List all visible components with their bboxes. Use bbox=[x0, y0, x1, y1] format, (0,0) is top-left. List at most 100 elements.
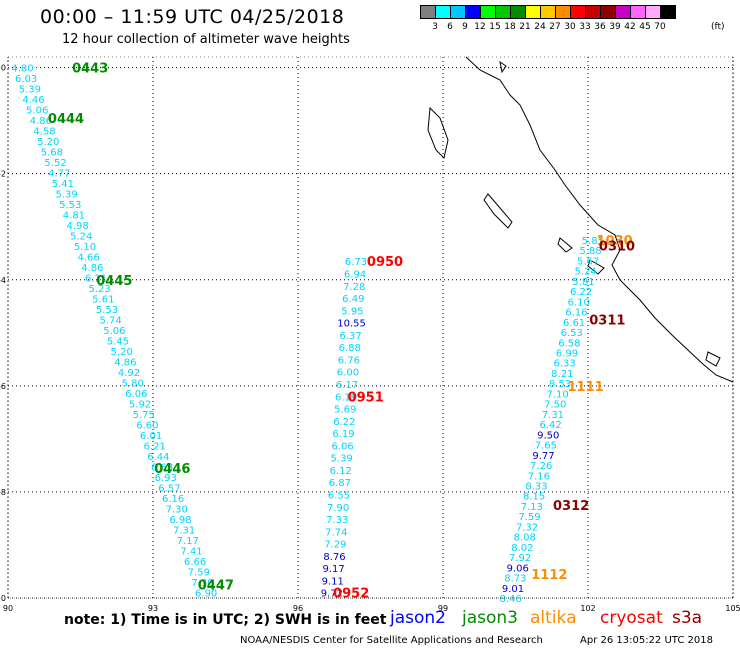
pass-time-label: 0951 bbox=[348, 390, 384, 405]
wave-height-value: 6.55 bbox=[328, 490, 350, 501]
wave-height-value: 7.41 bbox=[180, 547, 202, 558]
wave-height-value: 8.33 bbox=[525, 481, 547, 492]
wave-height-value: 5.74 bbox=[100, 316, 122, 327]
wave-height-value: 5.53 bbox=[59, 200, 81, 211]
wave-height-value: 4.86 bbox=[81, 263, 103, 274]
wave-height-value: 5.06 bbox=[26, 106, 48, 117]
wave-height-value: 6.44 bbox=[147, 452, 169, 463]
wave-height-value: 7.28 bbox=[343, 282, 365, 293]
mission-label-jason3: jason3 bbox=[462, 608, 518, 628]
wave-height-value: 5.75 bbox=[133, 410, 155, 421]
map-frame bbox=[7, 56, 734, 599]
scale-label: 9 bbox=[462, 22, 468, 32]
pass-time-label: 0312 bbox=[553, 499, 589, 514]
coastline bbox=[465, 56, 734, 383]
wave-height-value: 5.80 bbox=[122, 379, 144, 390]
lon-tick-label: 93 bbox=[148, 604, 158, 613]
scale-label: 27 bbox=[549, 22, 561, 32]
wave-height-value: 7.59 bbox=[518, 512, 540, 523]
wave-height-value: 5.53 bbox=[96, 305, 118, 316]
wave-height-value: 8.08 bbox=[514, 533, 536, 544]
wave-height-value: 7.30 bbox=[191, 578, 213, 589]
wave-height-value: 6.76 bbox=[338, 355, 360, 366]
mission-label-altika: altika bbox=[530, 608, 577, 628]
wave-height-value: 6.37 bbox=[339, 331, 361, 342]
wave-height-value: 5.39 bbox=[55, 190, 77, 201]
wave-height-value: 5.69 bbox=[334, 405, 356, 416]
wave-height-value: 5.45 bbox=[107, 337, 129, 348]
wave-height-value: 6.61 bbox=[563, 318, 585, 329]
wave-height-value: 6.33 bbox=[554, 359, 576, 370]
scale-label: 24 bbox=[534, 22, 546, 32]
wave-height-value: 8.73 bbox=[504, 574, 526, 585]
pass-time-label: 0445 bbox=[96, 274, 132, 289]
wave-height-value: 5.88 bbox=[579, 246, 601, 257]
wave-height-value: 6.22 bbox=[570, 287, 592, 298]
wave-height-value: 9.72 bbox=[321, 589, 343, 600]
wave-height-value: 4.86 bbox=[30, 116, 52, 127]
island-outline bbox=[557, 237, 573, 253]
wave-height-value: 6.66 bbox=[184, 557, 206, 568]
lat-tick-label: -6 bbox=[0, 382, 6, 391]
wave-height-value: 5.20 bbox=[37, 137, 59, 148]
wave-height-value: 6.10 bbox=[568, 297, 590, 308]
wave-height-value: 8.76 bbox=[323, 552, 345, 563]
pass-time-label: 0447 bbox=[198, 579, 234, 594]
wave-height-value: 7.33 bbox=[326, 515, 348, 526]
wave-height-value: 7.30 bbox=[166, 505, 188, 516]
wave-height-value: 5.06 bbox=[103, 326, 125, 337]
wave-height-value: 4.66 bbox=[77, 253, 99, 264]
wave-height-value: 6.73 bbox=[345, 257, 367, 268]
wave-height-value: 6.01 bbox=[140, 431, 162, 442]
wave-height-value: 5.68 bbox=[41, 148, 63, 159]
wave-height-value: 6.06 bbox=[331, 441, 353, 452]
wave-height-value: 6.12 bbox=[330, 466, 352, 477]
wave-height-value: 5.92 bbox=[129, 400, 151, 411]
wave-height-value: 8.21 bbox=[551, 369, 573, 380]
wave-height-value: 6.22 bbox=[333, 417, 355, 428]
lat-tick-label: 0 bbox=[1, 64, 6, 73]
wave-height-value: 5.39 bbox=[19, 85, 41, 96]
lon-tick-label: 96 bbox=[293, 604, 303, 613]
wave-height-value: 5.24 bbox=[575, 267, 597, 278]
wave-height-value: 7.50 bbox=[544, 400, 566, 411]
color-scale-labels: 3 6 9 12 15 18 21 24 27 30 33 36 39 42 45 70 bbox=[420, 22, 740, 34]
lon-tick-label: 99 bbox=[438, 604, 448, 613]
wave-height-value: 4.86 bbox=[114, 358, 136, 369]
wave-height-value: 9.17 bbox=[322, 564, 344, 575]
wave-height-value: 5.85 bbox=[582, 236, 604, 247]
island-outline bbox=[427, 106, 449, 159]
lat-tick-label: -8 bbox=[0, 488, 6, 497]
wave-height-value: 7.26 bbox=[530, 461, 552, 472]
wave-height-value: 6.19 bbox=[335, 392, 357, 403]
island-outline bbox=[705, 351, 721, 367]
wave-height-value: 4.80 bbox=[11, 64, 33, 75]
pass-time-label: 0443 bbox=[72, 62, 108, 77]
wave-height-value: 7.16 bbox=[528, 471, 550, 482]
wave-height-value: 7.10 bbox=[546, 389, 568, 400]
wave-height-value: 5.61 bbox=[92, 295, 114, 306]
scale-label: 33 bbox=[579, 22, 591, 32]
scale-label: 3 bbox=[432, 22, 438, 32]
wave-height-value: 7.32 bbox=[516, 522, 538, 533]
wave-height-value: 5.10 bbox=[74, 242, 96, 253]
wave-height-value: 6.19 bbox=[332, 429, 354, 440]
scale-label: 36 bbox=[594, 22, 606, 32]
scale-label: 45 bbox=[639, 22, 651, 32]
scale-label: 18 bbox=[504, 22, 516, 32]
wave-height-value: 5.52 bbox=[44, 158, 66, 169]
scale-label: 6 bbox=[447, 22, 453, 32]
wave-height-value: 6.90 bbox=[195, 589, 217, 600]
footer-note: note: 1) Time is in UTC; 2) SWH is in fe… bbox=[64, 612, 387, 628]
wave-height-value: 4.46 bbox=[22, 95, 44, 106]
wave-height-value: 4.58 bbox=[33, 127, 55, 138]
wave-height-value: 7.31 bbox=[542, 410, 564, 421]
wave-height-value: 6.00 bbox=[337, 368, 359, 379]
pass-time-label: 0444 bbox=[48, 112, 84, 127]
wave-height-value: 6.17 bbox=[336, 380, 358, 391]
wave-height-value: 6.57 bbox=[158, 484, 180, 495]
wave-height-value: 5.20 bbox=[111, 347, 133, 358]
wave-height-value: 7.92 bbox=[509, 553, 531, 564]
scale-label: 42 bbox=[624, 22, 636, 32]
